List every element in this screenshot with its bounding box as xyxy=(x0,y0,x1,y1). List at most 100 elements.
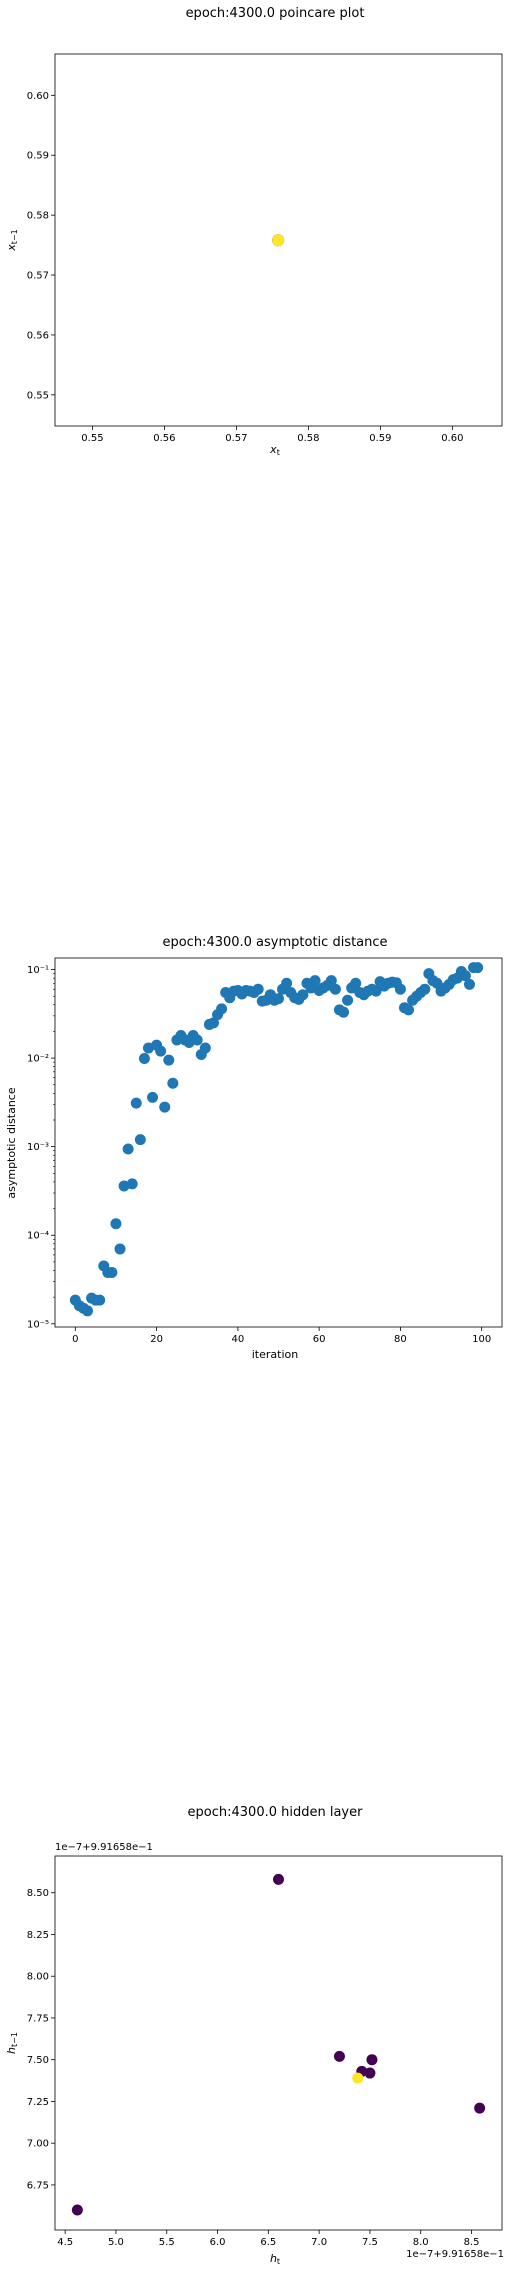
scatter-point xyxy=(350,977,362,989)
scatter-point xyxy=(155,1045,167,1057)
scatter-point xyxy=(159,1101,171,1113)
scatter-point xyxy=(216,1003,228,1015)
x-tick-label: 8.5 xyxy=(464,2237,480,2248)
y-tick-label: 10⁻⁴ xyxy=(27,1231,49,1242)
asymptotic-axes-frame xyxy=(54,957,503,1328)
scatter-point xyxy=(309,975,321,987)
scatter-point xyxy=(94,1294,106,1306)
poincare-ylabel: xt−1 xyxy=(5,229,19,251)
scatter-point xyxy=(352,2072,364,2084)
scatter-point xyxy=(134,1134,146,1146)
x-tick-label: 5.5 xyxy=(159,2237,175,2248)
x-tick-label: 0.59 xyxy=(369,433,391,444)
y-tick-label: 0.55 xyxy=(27,390,49,401)
x-tick-label: 40 xyxy=(231,1334,244,1345)
scatter-point xyxy=(207,1017,219,1029)
x-tick-label: 0.60 xyxy=(441,433,463,444)
y-tick-label: 8.50 xyxy=(27,1888,49,1899)
y-tick-label: 7.50 xyxy=(27,2055,49,2066)
scatter-point xyxy=(333,2050,345,2062)
scatter-point xyxy=(130,1097,142,1109)
hidden-layer-title: epoch:4300.0 hidden layer xyxy=(188,1805,364,1820)
asymptotic-xlabel: iteration xyxy=(252,1348,298,1361)
asymptotic-ylabel: asymptotic distance xyxy=(5,1087,18,1198)
scatter-point xyxy=(138,1052,150,1064)
scatter-point xyxy=(167,1077,179,1089)
scatter-point xyxy=(325,975,337,987)
scatter-point xyxy=(82,1305,94,1317)
asymptotic-title: epoch:4300.0 asymptotic distance xyxy=(162,935,387,950)
poincare-xlabel: xt xyxy=(269,443,280,457)
scatter-point xyxy=(199,1042,211,1054)
y-tick-label: 10⁻¹ xyxy=(27,965,49,976)
y-tick-label: 6.75 xyxy=(27,2180,49,2191)
x-tick-label: 100 xyxy=(472,1334,491,1345)
scatter-point xyxy=(273,1873,284,1885)
y-tick-label: 10⁻² xyxy=(27,1054,49,1065)
scatter-point xyxy=(342,994,354,1006)
scatter-point xyxy=(329,983,341,995)
x-tick-label: 0.58 xyxy=(297,433,319,444)
scatter-point xyxy=(338,1006,350,1018)
y-tick-label: 7.00 xyxy=(27,2139,49,2150)
scatter-point xyxy=(370,985,382,997)
scatter-point xyxy=(272,234,285,247)
x-tick-label: 0.56 xyxy=(153,433,175,444)
x-tick-label: 8.0 xyxy=(413,2237,429,2248)
poincare-title: epoch:4300.0 poincare plot xyxy=(186,6,365,21)
scatter-point xyxy=(463,978,475,990)
x-tick-label: 7.5 xyxy=(362,2237,378,2248)
scatter-point xyxy=(110,1218,122,1230)
x-tick-label: 5.0 xyxy=(108,2237,124,2248)
y-tick-label: 7.75 xyxy=(27,2013,49,2024)
y-tick-label: 0.60 xyxy=(27,91,49,102)
y-tick-label: 8.25 xyxy=(27,1930,49,1941)
scatter-point xyxy=(419,983,431,995)
y-tick-label: 0.59 xyxy=(27,151,49,162)
scatter-point xyxy=(163,1054,175,1066)
hidden-layer-y-offset: 1e−7+9.91658e−1 xyxy=(55,1842,153,1853)
scatter-point xyxy=(122,1143,134,1155)
scatter-point xyxy=(106,1266,118,1278)
scatter-point xyxy=(364,2067,376,2079)
scatter-point xyxy=(281,977,293,989)
scatter-point xyxy=(273,993,284,1005)
scatter-point xyxy=(472,962,484,974)
scatter-point xyxy=(394,983,406,995)
scatter-point xyxy=(366,2054,378,2066)
hidden-layer-xlabel: ht xyxy=(270,2252,280,2266)
scatter-point xyxy=(297,989,309,1001)
hidden-layer-x-offset: 1e−7+9.91658e−1 xyxy=(406,2249,504,2260)
y-tick-label: 7.25 xyxy=(27,2097,49,2108)
x-tick-label: 60 xyxy=(313,1334,326,1345)
scatter-point xyxy=(252,983,264,995)
y-tick-label: 10⁻³ xyxy=(27,1142,49,1153)
y-tick-label: 0.57 xyxy=(27,271,49,282)
asymptotic-chart: epoch:4300.0 asymptotic distance 0 20 40 60… xyxy=(5,935,503,1361)
scatter-point xyxy=(459,970,471,982)
y-tick-label: 0.56 xyxy=(27,330,49,341)
scatter-point xyxy=(147,1091,159,1103)
hidden-layer-axes-frame xyxy=(54,1855,503,2231)
scatter-point xyxy=(191,1034,203,1046)
x-tick-label: 0 xyxy=(72,1334,78,1345)
scatter-point xyxy=(126,1178,138,1190)
x-tick-label: 7.0 xyxy=(311,2237,327,2248)
y-tick-label: 0.58 xyxy=(27,211,49,222)
scatter-point xyxy=(474,2102,486,2114)
y-tick-label: 10⁻⁵ xyxy=(27,1319,49,1330)
poincare-axes-frame xyxy=(54,53,503,427)
x-tick-label: 6.5 xyxy=(260,2237,276,2248)
x-tick-label: 0.55 xyxy=(81,433,103,444)
x-tick-label: 4.5 xyxy=(57,2237,73,2248)
y-tick-label: 8.00 xyxy=(27,1972,49,1983)
x-tick-label: 6.0 xyxy=(210,2237,226,2248)
x-tick-label: 20 xyxy=(150,1334,163,1345)
x-tick-label: 80 xyxy=(394,1334,407,1345)
scatter-point xyxy=(71,2204,83,2216)
scatter-point xyxy=(403,1004,415,1016)
scatter-point xyxy=(114,1243,126,1255)
x-tick-label: 0.57 xyxy=(225,433,247,444)
hidden-layer-ylabel: ht−1 xyxy=(5,2032,19,2054)
